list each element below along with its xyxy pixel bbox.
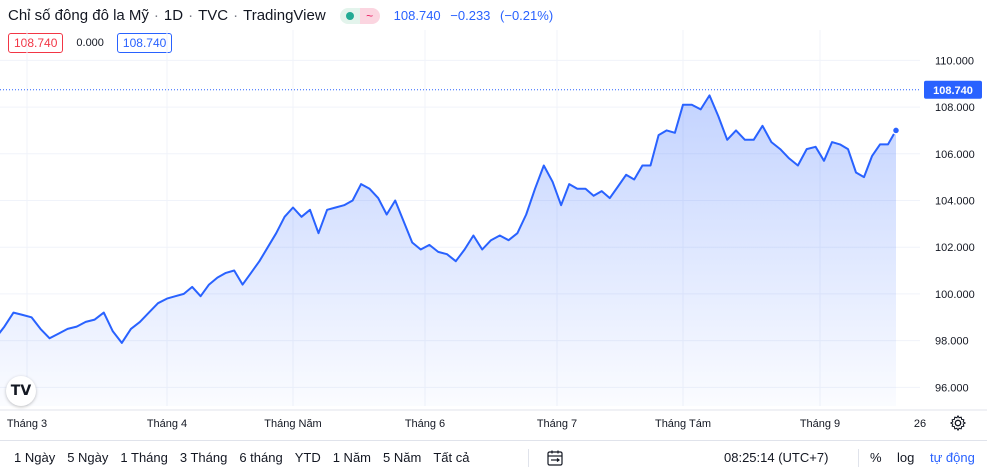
x-tick-label: Tháng 4 bbox=[147, 418, 187, 430]
price-chart[interactable]: 96.000 98.000 100.000 102.000 104.000 106.000… bbox=[0, 0, 987, 440]
range-button[interactable]: Tất cả bbox=[433, 450, 470, 465]
last-price: 108.740 bbox=[393, 8, 441, 23]
y-tick-label: 106.000 bbox=[935, 149, 975, 161]
range-button[interactable]: 1 Năm bbox=[332, 450, 372, 465]
trade-badges: 108.740 0.000 108.740 bbox=[8, 33, 173, 53]
x-tick-label: Tháng 7 bbox=[537, 418, 577, 430]
last-price-axis-badge bbox=[924, 80, 982, 99]
range-button[interactable]: 3 Tháng bbox=[179, 450, 228, 465]
x-tick-label: Tháng Tám bbox=[655, 418, 711, 430]
buy-price-badge[interactable]: 108.740 bbox=[116, 33, 173, 53]
y-tick-label: 102.000 bbox=[935, 242, 975, 254]
calendar-range-icon[interactable] bbox=[546, 449, 564, 467]
range-button[interactable]: YTD bbox=[294, 450, 321, 465]
separator-dot: · bbox=[233, 7, 239, 24]
x-tick-label: 26 bbox=[914, 418, 926, 430]
last-price-axis-label: 108.740 bbox=[933, 85, 973, 97]
chart-header: Chỉ số đông đô la Mỹ · 1D · TVC · Tradin… bbox=[0, 0, 987, 53]
sell-price-badge[interactable]: 108.740 bbox=[8, 33, 64, 53]
range-button[interactable]: 1 Tháng bbox=[120, 450, 168, 465]
range-button[interactable]: 5 Năm bbox=[383, 450, 422, 465]
price-info: 108.740 −0.233 (−0.21%) bbox=[394, 8, 554, 23]
separator-dot: · bbox=[153, 7, 159, 24]
log-scale-toggle[interactable]: log bbox=[897, 450, 915, 465]
auto-scale-toggle[interactable]: tự động bbox=[930, 450, 975, 465]
x-tick-label: Tháng 9 bbox=[800, 418, 840, 430]
toolbar-divider bbox=[858, 449, 859, 467]
y-tick-label: 98.000 bbox=[935, 336, 969, 348]
interval-label[interactable]: 1D bbox=[163, 7, 184, 24]
symbol-title-row[interactable]: Chỉ số đông đô la Mỹ · 1D · TVC · Tradin… bbox=[8, 7, 553, 24]
gear-icon[interactable] bbox=[949, 414, 967, 432]
range-selector: 1 Ngày 5 Ngày 1 Tháng 3 Tháng 6 tháng YTD 1 Nă… bbox=[8, 450, 475, 465]
utc-clock[interactable]: 08:25:14 (UTC+7) bbox=[724, 450, 829, 465]
range-button[interactable]: 6 tháng bbox=[239, 450, 283, 465]
separator-dot: · bbox=[188, 7, 194, 24]
bottom-toolbar: 1 Ngày 5 Ngày 1 Tháng 3 Tháng 6 tháng YTD 1 Nă… bbox=[0, 440, 987, 474]
y-tick-label: 104.000 bbox=[935, 195, 975, 207]
exchange-label: TVC bbox=[198, 7, 229, 24]
range-button[interactable]: 5 Ngày bbox=[67, 450, 109, 465]
last-price-marker bbox=[891, 126, 901, 135]
price-change-percent: (−0.21%) bbox=[500, 8, 554, 23]
market-open-icon[interactable] bbox=[339, 7, 360, 24]
x-tick-label: Tháng 3 bbox=[7, 418, 47, 430]
percent-scale-toggle[interactable]: % bbox=[870, 450, 882, 465]
y-tick-label: 110.000 bbox=[935, 55, 974, 67]
symbol-title[interactable]: Chỉ số đông đô la Mỹ bbox=[8, 7, 149, 24]
market-status-pill[interactable]: ~ bbox=[339, 7, 380, 24]
range-button[interactable]: 1 Ngày bbox=[14, 450, 56, 465]
y-tick-label: 100.000 bbox=[935, 289, 975, 301]
source-label: TradingView bbox=[243, 7, 326, 24]
toolbar-divider bbox=[528, 449, 529, 467]
spread-value: 0.000 bbox=[76, 37, 104, 49]
x-tick-label: Tháng Năm bbox=[264, 418, 321, 430]
y-tick-label: 96.000 bbox=[935, 382, 969, 394]
x-tick-label: Tháng 6 bbox=[405, 418, 445, 430]
tradingview-logo[interactable]: TV bbox=[6, 376, 36, 406]
price-line[interactable] bbox=[0, 94, 897, 380]
y-tick-label: 108.000 bbox=[935, 102, 975, 114]
price-change: −0.233 bbox=[450, 8, 491, 23]
area-fill bbox=[0, 95, 896, 406]
delayed-data-icon[interactable]: ~ bbox=[359, 7, 380, 24]
